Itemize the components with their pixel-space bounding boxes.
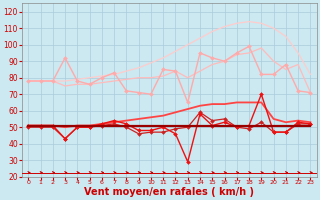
- X-axis label: Vent moyen/en rafales ( km/h ): Vent moyen/en rafales ( km/h ): [84, 187, 254, 197]
